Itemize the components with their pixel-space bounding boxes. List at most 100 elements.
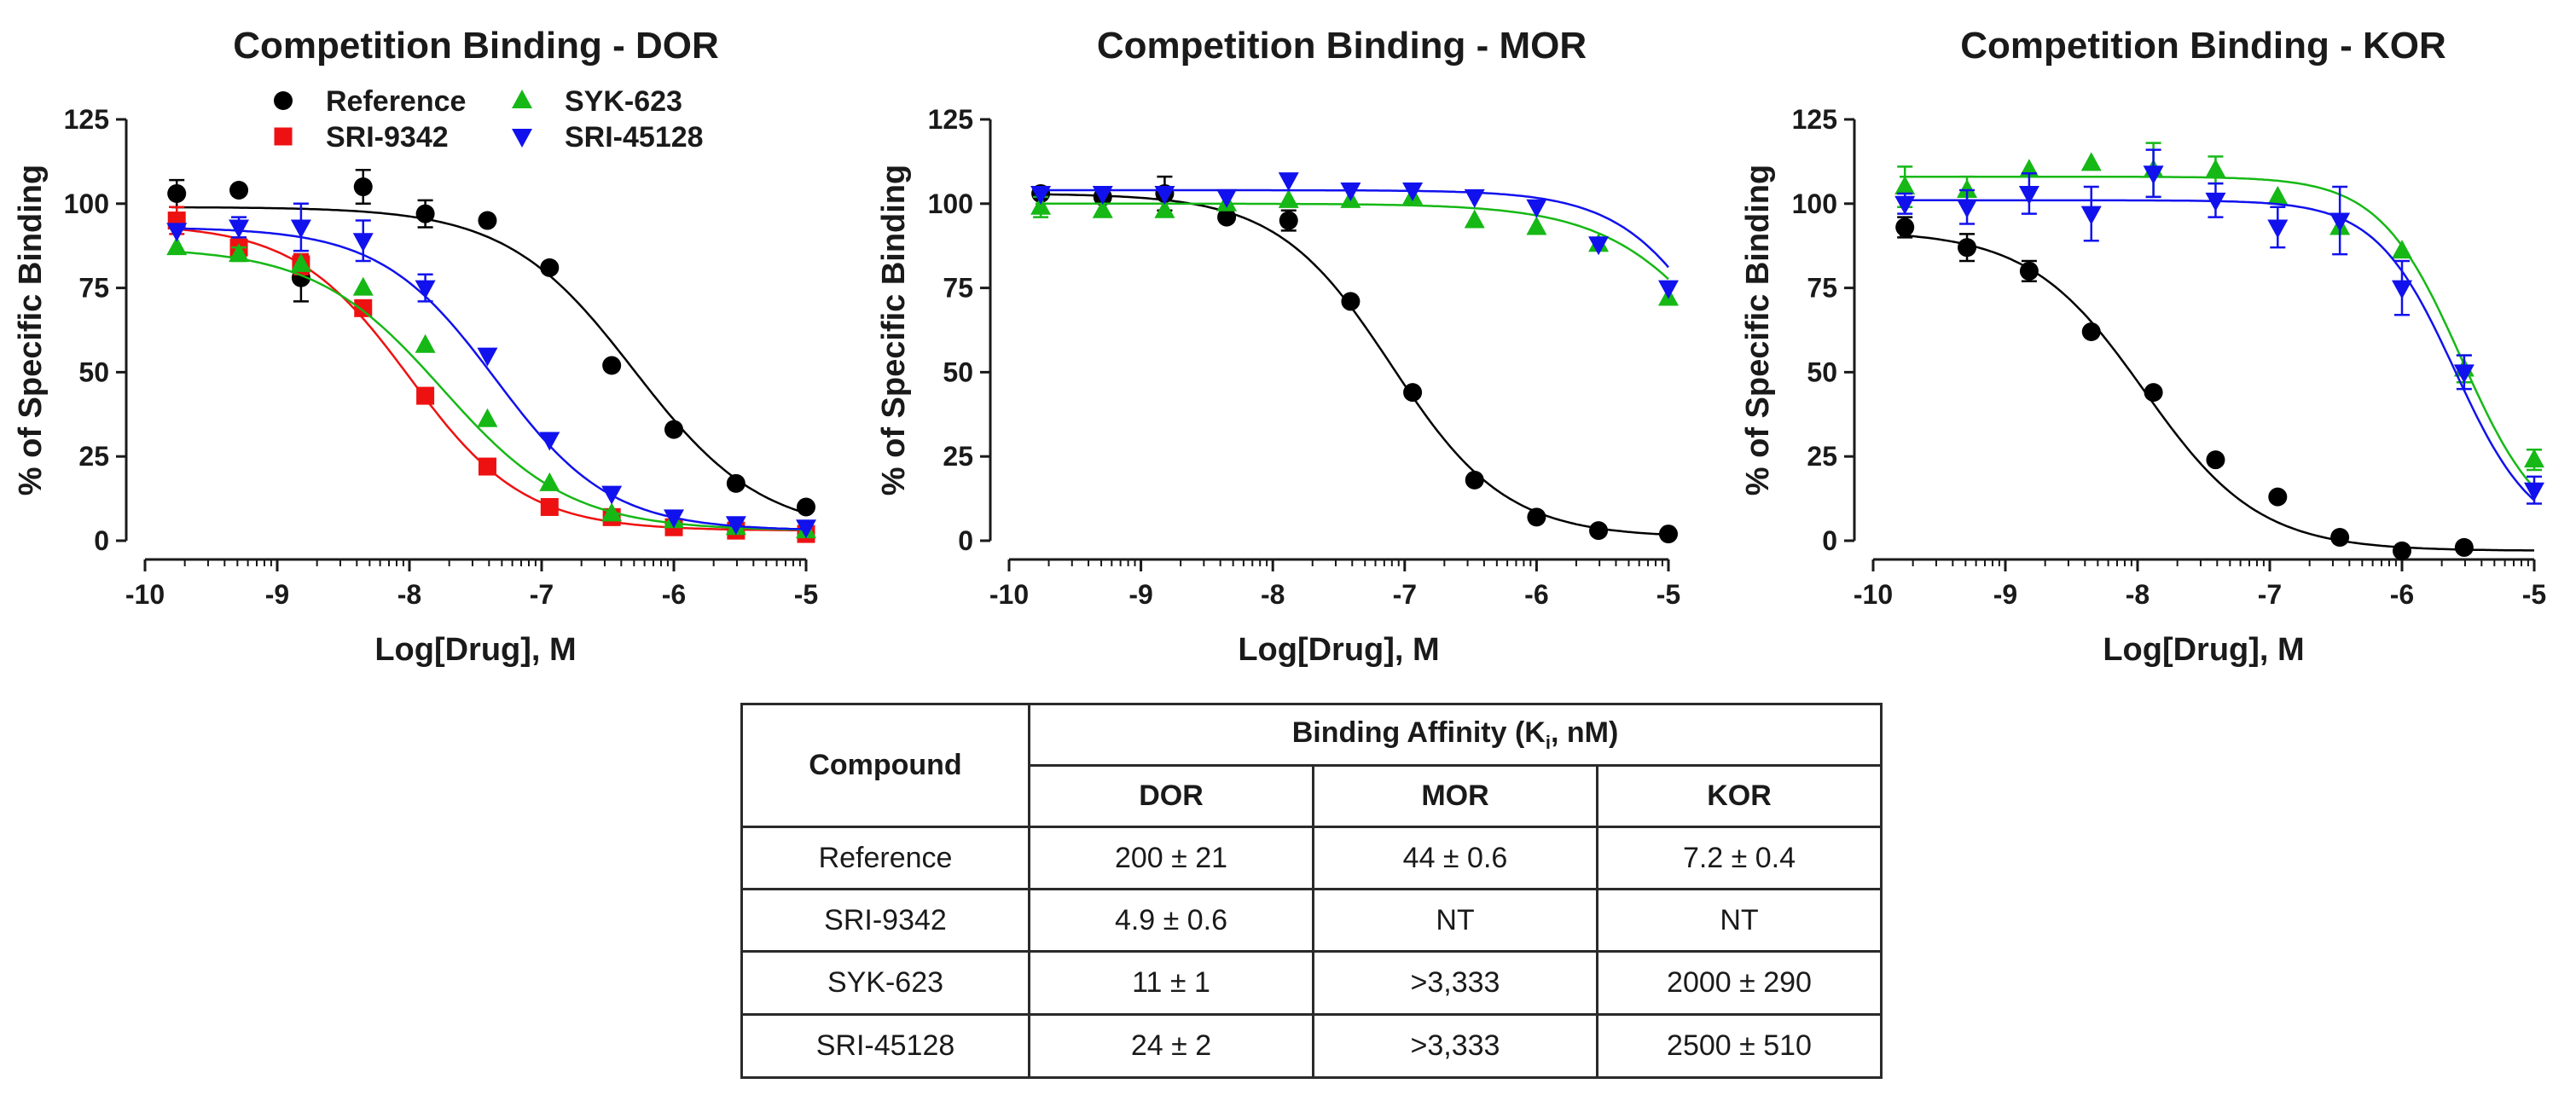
chart-title: Competition Binding - KOR xyxy=(1960,25,2445,67)
kor-cell: NT xyxy=(1595,888,1883,953)
data-point xyxy=(1092,199,1113,218)
y-axis-label: % of Specific Binding xyxy=(876,165,912,496)
compound-cell: SRI-45128 xyxy=(740,1013,1030,1079)
table-row: SYK-623 11 ± 1 >3,333 2000 ± 290 xyxy=(740,950,1883,1016)
y-tick-label: 75 xyxy=(1807,273,1837,304)
legend-item: Reference xyxy=(274,85,466,118)
affinity-header-tail: , nM) xyxy=(1550,716,1619,749)
data-point xyxy=(1894,195,1916,215)
legend-marker xyxy=(512,90,532,108)
data-point xyxy=(540,497,559,516)
legend-label: Reference xyxy=(326,85,466,118)
data-point xyxy=(1526,216,1547,235)
data-point xyxy=(477,408,498,427)
y-tick-label: 0 xyxy=(958,525,973,556)
data-point xyxy=(478,211,497,230)
data-point xyxy=(290,219,311,239)
data-point xyxy=(1341,292,1361,311)
data-point xyxy=(2144,383,2163,403)
legend-label: SYK-623 xyxy=(565,85,682,118)
chart-panel-dor: Competition Binding - DOR Log[Drug], M % o… xyxy=(13,25,818,668)
y-tick-label: 50 xyxy=(943,356,973,387)
data-point xyxy=(229,243,250,263)
x-tick-label: -5 xyxy=(794,579,818,610)
chart-panel-mor: Competition Binding - MOR Log[Drug], M % o… xyxy=(876,25,1680,668)
data-point xyxy=(1658,280,1679,299)
data-point xyxy=(2392,280,2412,299)
data-point xyxy=(415,333,436,353)
data-point xyxy=(797,497,815,517)
legend-item: SYK-623 xyxy=(512,85,682,118)
fit-curve xyxy=(171,206,807,514)
data-point xyxy=(2268,487,2288,507)
data-point xyxy=(229,219,250,239)
mor-column-header: MOR xyxy=(1312,764,1598,828)
mor-cell: >3,333 xyxy=(1312,950,1598,1016)
data-point xyxy=(415,280,436,299)
y-tick-label: 25 xyxy=(78,441,109,472)
chart-title: Competition Binding - DOR xyxy=(233,25,718,67)
legend-label: SRI-45128 xyxy=(565,121,704,154)
data-point xyxy=(2329,212,2351,232)
data-point xyxy=(2205,159,2226,178)
chart-title: Competition Binding - MOR xyxy=(1097,25,1587,67)
y-tick-label: 25 xyxy=(1807,441,1837,472)
data-point xyxy=(416,386,435,405)
data-point xyxy=(2080,206,2102,225)
fit-curve xyxy=(171,227,806,532)
fit-curve xyxy=(171,250,806,531)
x-tick-label: -9 xyxy=(1128,579,1152,610)
data-point xyxy=(725,516,746,536)
x-tick-label: -10 xyxy=(125,579,165,610)
series-syk-623 xyxy=(1030,185,1679,306)
data-point xyxy=(1465,470,1484,490)
legend-item: SRI-9342 xyxy=(274,121,449,154)
data-point xyxy=(1464,209,1485,229)
y-tick-label: 100 xyxy=(64,188,109,219)
data-point xyxy=(1279,211,1298,230)
y-tick-label: 125 xyxy=(64,104,109,135)
receptor-header-row: DOR MOR KOR xyxy=(742,764,1883,828)
y-axis-label: % of Specific Binding xyxy=(1740,165,1776,496)
data-point xyxy=(1526,199,1547,218)
data-point xyxy=(290,252,311,272)
y-tick-label: 100 xyxy=(928,188,973,219)
compound-cell: SRI-9342 xyxy=(740,888,1030,953)
y-tick-label: 25 xyxy=(943,441,973,472)
mor-cell: 44 ± 0.6 xyxy=(1312,826,1598,890)
data-point xyxy=(167,183,187,203)
data-point xyxy=(353,177,373,197)
table-header-row: Compound Binding Affinity (Ki, nM) xyxy=(740,703,1883,828)
data-point xyxy=(664,420,683,439)
data-point xyxy=(539,432,560,451)
legend-marker xyxy=(512,129,532,148)
data-point xyxy=(1030,195,1052,215)
data-point xyxy=(229,180,249,200)
data-point xyxy=(1464,188,1485,208)
x-tick-label: -7 xyxy=(2258,579,2282,610)
binding-affinity-table: Compound Binding Affinity (Ki, nM) DOR M… xyxy=(740,703,1883,1079)
y-tick-label: 50 xyxy=(1807,356,1837,387)
data-point xyxy=(1154,199,1175,218)
fit-curve xyxy=(1035,193,1669,536)
kor-cell: 7.2 ± 0.4 xyxy=(1595,826,1883,890)
y-tick-label: 100 xyxy=(1792,188,1837,219)
series-reference xyxy=(167,169,815,517)
data-point xyxy=(2081,322,2101,341)
data-point xyxy=(796,519,816,539)
competition-binding-figure: Competition Binding - DOR Log[Drug], M % o… xyxy=(13,25,2546,668)
data-point xyxy=(1154,185,1175,205)
x-tick-label: -10 xyxy=(1854,579,1893,610)
series-sri-45128 xyxy=(1894,148,2544,505)
series-sri-45128 xyxy=(1030,172,1679,299)
compound-column-header: Compound xyxy=(740,703,1030,828)
y-tick-label: 50 xyxy=(78,356,109,387)
data-point xyxy=(2453,364,2474,384)
data-point xyxy=(1278,172,1299,192)
data-point xyxy=(602,356,622,375)
data-point xyxy=(1217,207,1237,227)
data-point xyxy=(2392,240,2412,259)
mor-cell: >3,333 xyxy=(1312,1013,1598,1079)
table-row: SRI-45128 24 ± 2 >3,333 2500 ± 510 xyxy=(740,1013,1883,1079)
data-point xyxy=(477,347,498,367)
